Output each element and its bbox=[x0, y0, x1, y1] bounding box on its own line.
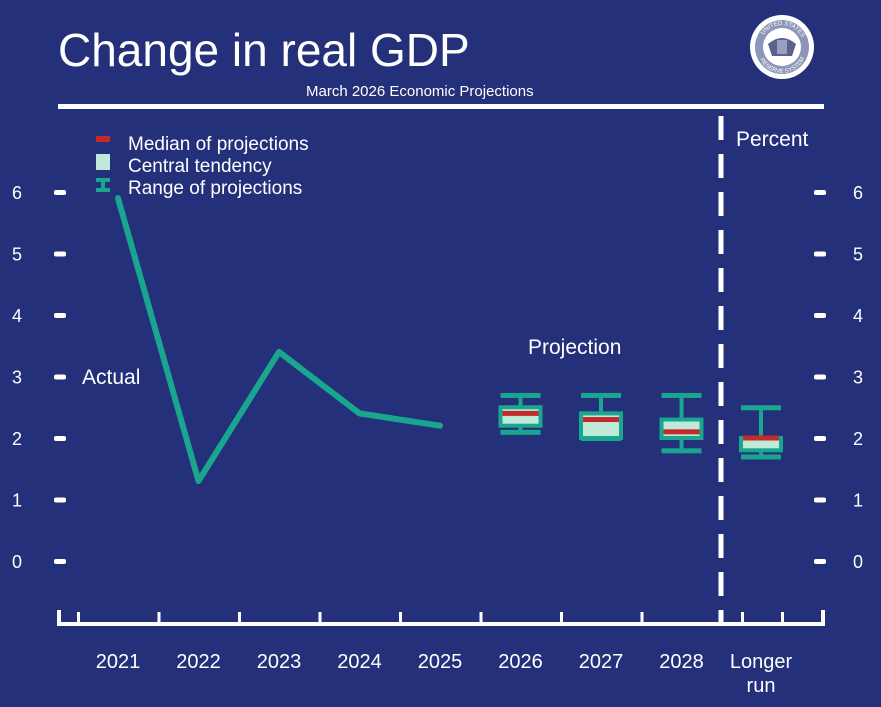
x-axis-tick bbox=[781, 612, 784, 624]
median-marker bbox=[502, 410, 539, 416]
range-cap-high bbox=[661, 392, 702, 398]
legend-median-swatch bbox=[96, 136, 110, 142]
y-tick-label-right: 4 bbox=[853, 306, 863, 326]
y-tick-left bbox=[54, 374, 66, 380]
y-tick-label-left: 4 bbox=[12, 306, 22, 326]
y-tick-left bbox=[54, 436, 66, 441]
range-cap-high bbox=[500, 392, 541, 398]
x-axis-tick bbox=[479, 612, 483, 624]
central-tendency-box bbox=[659, 417, 704, 440]
x-axis-line bbox=[57, 622, 825, 626]
legend: Median of projections Central tendency R… bbox=[96, 134, 309, 199]
projection-2028 bbox=[659, 392, 704, 454]
y-tick-left bbox=[54, 190, 66, 195]
y-tick-label-right: 2 bbox=[853, 429, 863, 449]
y-tick-label-left: 5 bbox=[12, 245, 22, 265]
range-cap-low bbox=[500, 429, 541, 435]
actual-gdp-line bbox=[115, 195, 443, 485]
chart-title: Change in real GDP bbox=[58, 24, 470, 76]
y-tick-left bbox=[54, 497, 66, 503]
projection-2026 bbox=[498, 392, 543, 435]
x-axis-tick bbox=[560, 612, 563, 624]
projection-label: Projection bbox=[528, 336, 621, 359]
projection-2027 bbox=[579, 392, 623, 441]
y-tick-right bbox=[814, 559, 826, 564]
range-cap-low bbox=[741, 454, 781, 460]
unit-label: Percent bbox=[736, 128, 809, 151]
x-category-label: 2028 bbox=[659, 651, 704, 673]
y-tick-right bbox=[814, 497, 826, 503]
x-axis-tick bbox=[640, 612, 644, 624]
y-tick-left bbox=[54, 559, 66, 564]
y-tick-right bbox=[814, 436, 826, 441]
y-tick-label-left: 0 bbox=[12, 552, 22, 572]
x-category-label: 2023 bbox=[257, 651, 302, 673]
federal-reserve-seal-icon: UNITED STATES RESERVE SYSTEM bbox=[750, 15, 814, 79]
median-marker bbox=[583, 417, 619, 423]
x-category-label: 2024 bbox=[337, 651, 382, 673]
y-tick-label-right: 6 bbox=[853, 183, 863, 203]
x-category-label: run bbox=[747, 675, 776, 697]
median-marker bbox=[663, 429, 700, 435]
legend-range-swatch bbox=[96, 178, 110, 192]
x-axis-tick bbox=[157, 612, 161, 624]
range-whisker bbox=[759, 407, 763, 457]
actual-label: Actual bbox=[82, 366, 140, 389]
y-tick-left bbox=[54, 313, 66, 318]
y-tick-right bbox=[814, 190, 826, 195]
range-cap-high bbox=[741, 405, 781, 411]
x-axis-tick bbox=[318, 612, 322, 624]
y-tick-right bbox=[814, 313, 826, 318]
y-tick-right bbox=[814, 251, 826, 257]
x-axis-tick bbox=[77, 612, 80, 624]
x-axis-tick bbox=[741, 612, 744, 624]
chart-subtitle: March 2026 Economic Projections bbox=[306, 83, 534, 100]
y-tick-label-right: 0 bbox=[853, 552, 863, 572]
x-category-label: Longer bbox=[730, 651, 793, 673]
x-axis-end-right bbox=[821, 610, 825, 626]
y-tick-label-right: 1 bbox=[853, 491, 863, 511]
range-cap-high bbox=[581, 392, 621, 398]
x-axis-tick bbox=[399, 612, 402, 624]
x-axis-tick bbox=[238, 612, 241, 624]
legend-median-label: Median of projections bbox=[128, 134, 309, 155]
x-category-label: 2026 bbox=[498, 651, 543, 673]
y-tick-label-left: 6 bbox=[12, 183, 22, 203]
x-category-label: 2021 bbox=[96, 651, 141, 673]
y-tick-label-left: 1 bbox=[12, 491, 22, 511]
x-category-label: 2022 bbox=[176, 651, 221, 673]
x-category-label: 2027 bbox=[579, 651, 624, 673]
y-tick-left bbox=[54, 251, 66, 257]
range-cap-low bbox=[661, 448, 702, 454]
legend-central-label: Central tendency bbox=[128, 156, 272, 177]
central-tendency-box bbox=[498, 405, 543, 428]
x-category-label: 2025 bbox=[418, 651, 463, 673]
y-tick-label-left: 2 bbox=[12, 429, 22, 449]
y-tick-label-right: 5 bbox=[853, 245, 863, 265]
y-tick-label-left: 3 bbox=[12, 368, 22, 388]
x-axis-end-left bbox=[57, 610, 61, 626]
projection-longer-run bbox=[739, 405, 783, 460]
y-tick-label-right: 3 bbox=[853, 368, 863, 388]
title-rule bbox=[58, 104, 824, 109]
median-marker bbox=[743, 435, 779, 441]
legend-central-swatch bbox=[96, 154, 110, 170]
legend-range-label: Range of projections bbox=[128, 178, 302, 199]
y-tick-right bbox=[814, 374, 826, 380]
